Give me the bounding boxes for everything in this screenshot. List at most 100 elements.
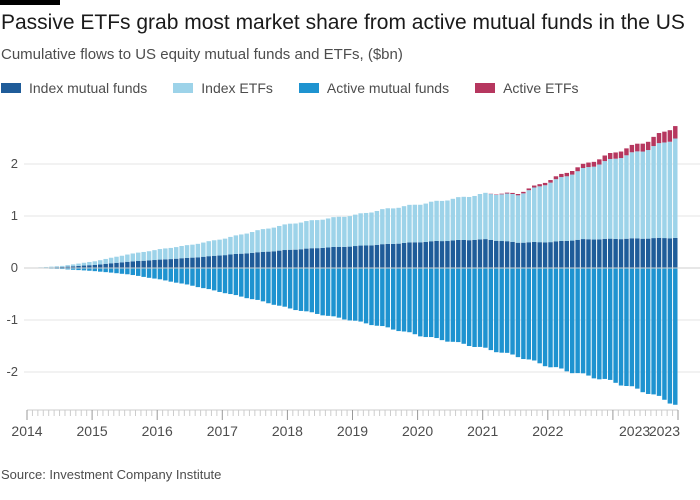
- bar-index-mutual-funds-13: [98, 264, 103, 268]
- bar-active-mutual-funds-60: [352, 268, 358, 321]
- bar-active-mutual-funds-68: [396, 268, 401, 332]
- bar-index-etfs-23: [152, 250, 157, 261]
- brand-bar: [0, 0, 60, 5]
- bar-index-mutual-funds-107: [607, 238, 613, 268]
- legend-swatch-active-etfs: [475, 83, 496, 93]
- bar-active-mutual-funds-19: [130, 268, 136, 276]
- bar-index-etfs-42: [255, 230, 260, 253]
- bar-index-etfs-30: [190, 244, 195, 258]
- bar-index-etfs-105: [597, 164, 602, 240]
- bar-active-etfs-116: [656, 133, 662, 144]
- x-tick-label-2: 2016: [142, 423, 173, 439]
- bar-index-etfs-74: [428, 201, 434, 242]
- bar-index-etfs-98: [559, 177, 564, 241]
- bar-index-mutual-funds-78: [450, 240, 456, 268]
- legend-label-index-mutual-funds: Index mutual funds: [29, 80, 148, 96]
- bar-index-etfs-59: [347, 216, 353, 247]
- bar-active-mutual-funds-22: [146, 268, 152, 278]
- bar-index-etfs-93: [532, 187, 537, 242]
- bar-active-etfs-106: [602, 155, 607, 162]
- bar-index-mutual-funds-73: [423, 241, 428, 268]
- bar-active-mutual-funds-84: [483, 268, 488, 348]
- legend-item-active-mutual-funds: Active mutual funds: [298, 80, 449, 96]
- bar-active-mutual-funds-90: [515, 268, 521, 358]
- bar-active-mutual-funds-9: [76, 268, 81, 271]
- bar-active-mutual-funds-58: [342, 268, 347, 320]
- bar-active-mutual-funds-24: [157, 268, 163, 280]
- bar-index-etfs-37: [228, 236, 233, 255]
- legend-swatch-active-mutual-funds: [298, 83, 319, 93]
- bar-active-mutual-funds-113: [640, 268, 645, 393]
- bar-index-mutual-funds-33: [206, 256, 211, 268]
- bar-index-etfs-100: [569, 174, 575, 241]
- bar-index-etfs-10: [81, 262, 87, 266]
- bar-index-etfs-106: [602, 161, 607, 239]
- bar-index-mutual-funds-96: [548, 242, 553, 268]
- bar-index-etfs-89: [510, 194, 515, 242]
- bar-index-mutual-funds-10: [81, 265, 87, 268]
- bar-index-etfs-88: [504, 193, 510, 242]
- bar-index-etfs-43: [260, 229, 266, 252]
- bar-active-mutual-funds-109: [618, 268, 624, 386]
- bar-index-etfs-101: [575, 171, 580, 240]
- bar-active-mutual-funds-50: [298, 268, 304, 311]
- bar-index-mutual-funds-54: [320, 247, 325, 268]
- bar-index-mutual-funds-58: [342, 246, 347, 268]
- bar-index-etfs-27: [173, 247, 179, 259]
- bar-index-etfs-58: [342, 216, 347, 247]
- bar-active-mutual-funds-66: [385, 268, 390, 328]
- bar-active-mutual-funds-36: [222, 268, 228, 294]
- bar-index-etfs-63: [369, 212, 374, 246]
- bar-index-mutual-funds-62: [363, 245, 369, 268]
- bar-active-mutual-funds-79: [456, 268, 461, 343]
- bar-active-etfs-119: [673, 126, 678, 139]
- bar-index-mutual-funds-100: [569, 240, 575, 268]
- bar-index-etfs-8: [70, 264, 76, 267]
- bar-active-mutual-funds-114: [645, 268, 651, 394]
- bar-index-etfs-77: [445, 200, 450, 242]
- bar-active-mutual-funds-64: [374, 268, 380, 326]
- bar-index-etfs-66: [385, 208, 390, 244]
- bar-active-mutual-funds-55: [325, 268, 331, 316]
- y-tick-label-0: 0: [11, 260, 18, 275]
- bar-active-mutual-funds-112: [635, 268, 640, 389]
- bar-index-etfs-71: [412, 204, 418, 243]
- bar-active-mutual-funds-119: [673, 268, 678, 405]
- bar-active-mutual-funds-35: [217, 268, 222, 292]
- bar-active-mutual-funds-33: [206, 268, 211, 290]
- bar-index-etfs-90: [515, 195, 521, 243]
- bar-index-etfs-35: [217, 239, 222, 256]
- bar-index-mutual-funds-87: [499, 241, 504, 268]
- bar-index-mutual-funds-64: [374, 244, 380, 268]
- bar-active-mutual-funds-71: [412, 268, 418, 335]
- bar-index-mutual-funds-16: [114, 262, 119, 268]
- bar-index-etfs-40: [244, 233, 249, 254]
- bar-index-mutual-funds-89: [510, 241, 515, 268]
- x-tick-label-0: 2014: [11, 423, 42, 439]
- bar-active-mutual-funds-73: [423, 268, 428, 338]
- bar-index-mutual-funds-12: [92, 264, 98, 268]
- bar-index-mutual-funds-90: [515, 242, 521, 268]
- x-tick-label-5: 2019: [337, 423, 368, 439]
- bar-index-mutual-funds-8: [70, 266, 76, 268]
- bar-active-mutual-funds-101: [575, 268, 580, 374]
- bar-active-mutual-funds-106: [602, 268, 607, 379]
- bar-index-mutual-funds-20: [135, 261, 141, 268]
- bar-index-etfs-50: [298, 222, 304, 250]
- bar-index-mutual-funds-86: [494, 240, 499, 268]
- bar-index-etfs-19: [130, 253, 136, 262]
- bar-index-etfs-68: [396, 207, 401, 244]
- bar-index-etfs-117: [662, 142, 667, 239]
- bar-index-etfs-69: [401, 206, 407, 243]
- bar-active-mutual-funds-14: [103, 268, 108, 273]
- legend-swatch-index-mutual-funds: [1, 83, 21, 93]
- bar-index-etfs-75: [434, 200, 439, 241]
- bar-index-etfs-82: [472, 195, 477, 240]
- bar-active-etfs-95: [542, 182, 548, 186]
- bar-index-mutual-funds-57: [336, 246, 342, 268]
- bar-index-etfs-84: [483, 192, 488, 240]
- bar-index-etfs-5: [54, 266, 60, 268]
- bar-index-etfs-78: [450, 198, 456, 241]
- bar-index-etfs-83: [477, 194, 483, 240]
- bar-active-mutual-funds-23: [152, 268, 157, 279]
